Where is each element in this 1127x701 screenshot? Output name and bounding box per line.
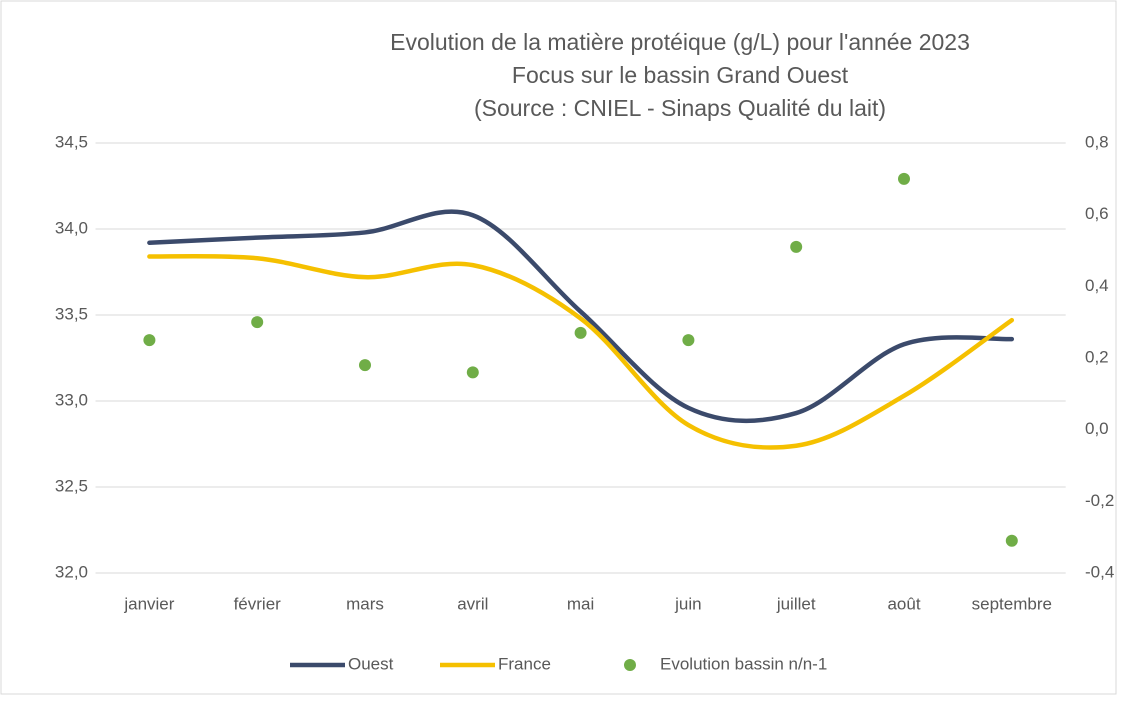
legend-label: France bbox=[498, 654, 551, 673]
y-tick-label: 32,5 bbox=[55, 476, 88, 495]
y2-tick-label: 0,8 bbox=[1085, 132, 1109, 151]
data-point bbox=[574, 326, 587, 339]
data-point bbox=[790, 240, 803, 253]
y2-tick-label: -0,2 bbox=[1085, 491, 1114, 510]
legend-label: Ouest bbox=[348, 654, 394, 673]
x-tick-label: avril bbox=[457, 594, 488, 613]
y-tick-label: 34,5 bbox=[55, 132, 88, 151]
y2-tick-label: 0,4 bbox=[1085, 276, 1109, 295]
data-point bbox=[1005, 534, 1018, 547]
x-tick-label: mars bbox=[346, 594, 384, 613]
data-point bbox=[682, 334, 695, 347]
chart-title: Evolution de la matière protéique (g/L) … bbox=[390, 29, 970, 55]
y2-tick-label: 0,6 bbox=[1085, 204, 1109, 223]
data-point bbox=[143, 334, 156, 347]
y2-tick-label: 0,0 bbox=[1085, 419, 1109, 438]
x-tick-label: septembre bbox=[972, 594, 1052, 613]
x-tick-label: juillet bbox=[776, 594, 816, 613]
data-point bbox=[466, 366, 479, 379]
y-tick-label: 33,0 bbox=[55, 390, 88, 409]
chart-title: Focus sur le bassin Grand Ouest bbox=[512, 62, 849, 88]
y-tick-label: 33,5 bbox=[55, 304, 88, 323]
legend-marker bbox=[624, 659, 636, 671]
x-tick-label: février bbox=[234, 594, 282, 613]
y2-tick-label: 0,2 bbox=[1085, 347, 1109, 366]
y2-tick-label: -0,4 bbox=[1085, 562, 1114, 581]
data-point bbox=[898, 172, 910, 185]
x-tick-label: mai bbox=[567, 594, 594, 613]
legend-label: Evolution bassin n/n-1 bbox=[660, 654, 827, 673]
y-tick-label: 32,0 bbox=[55, 562, 88, 581]
data-line bbox=[147, 209, 1015, 424]
data-point bbox=[251, 316, 264, 329]
x-tick-label: août bbox=[887, 594, 920, 613]
x-tick-label: juin bbox=[674, 594, 701, 613]
data-point bbox=[359, 359, 371, 372]
data-line bbox=[147, 253, 1015, 450]
y-tick-label: 34,0 bbox=[55, 218, 88, 237]
x-tick-label: janvier bbox=[123, 594, 174, 613]
chart-title: (Source : CNIEL - Sinaps Qualité du lait… bbox=[474, 95, 886, 121]
